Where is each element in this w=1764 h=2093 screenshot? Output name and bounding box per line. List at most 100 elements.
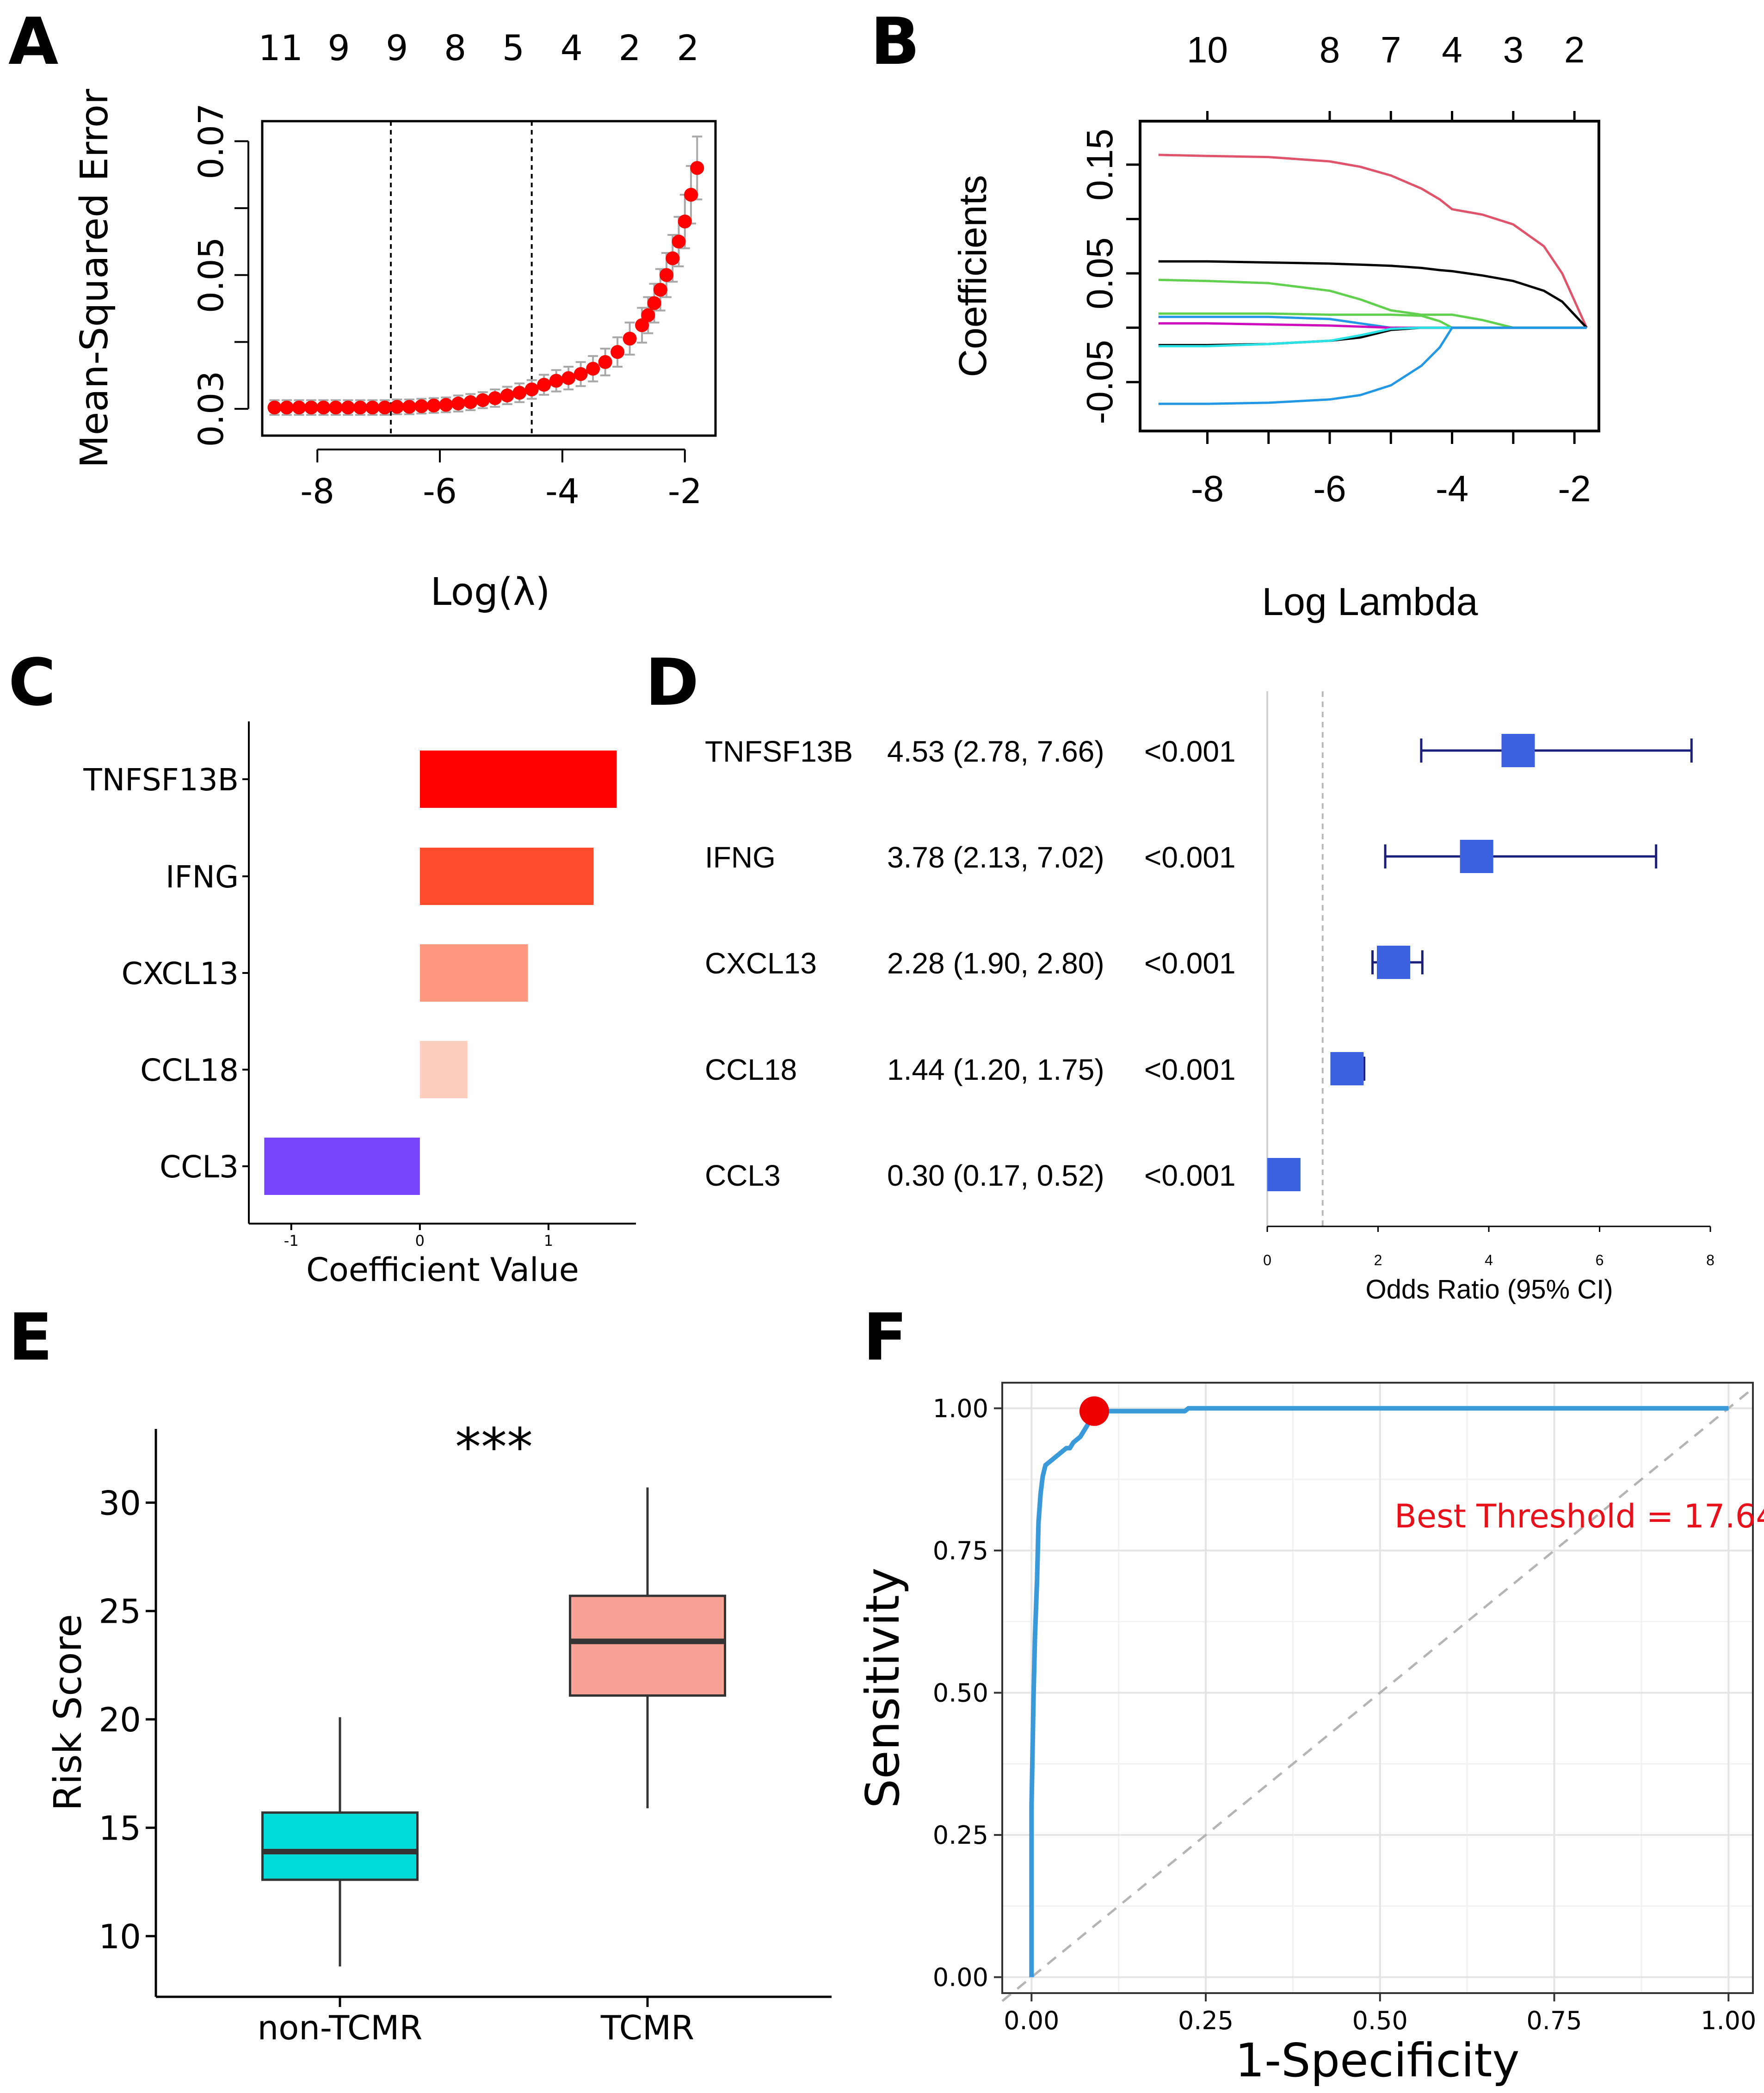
panel-c-category-label: CCL18 xyxy=(140,1053,239,1088)
panel-a-point xyxy=(537,378,551,392)
panel-d-or-text: 2.28 (1.90, 2.80) xyxy=(887,947,1104,980)
panel-a-point xyxy=(451,396,465,411)
panel-a-point xyxy=(524,382,539,397)
panel-f-ytick-label: 0.75 xyxy=(933,1536,988,1565)
panel-a-xtick-label: -8 xyxy=(300,472,334,511)
panel-a-ytick-label: 0.07 xyxy=(191,103,231,179)
panel-a-ytick-label: 0.05 xyxy=(191,237,231,313)
panel-b-top-count: 4 xyxy=(1442,29,1462,70)
panel-f-ytick-label: 0.00 xyxy=(933,1963,988,1992)
panel-b-plot-frame xyxy=(1139,120,1600,432)
panel-a-point xyxy=(653,283,667,297)
panel-c-xtick-label: 1 xyxy=(544,1232,553,1250)
panel-a-top-count: 9 xyxy=(386,27,408,68)
panel-d-or-marker xyxy=(1330,1052,1364,1085)
panel-a-point xyxy=(390,400,404,414)
panel-c-bar-ifng xyxy=(419,848,594,905)
panel-a-point xyxy=(549,374,563,388)
panel-e-ytick-label: 10 xyxy=(99,1917,141,1956)
panel-a-point xyxy=(623,332,637,346)
panel-a-top-count: 5 xyxy=(502,27,524,68)
panel-letter-d: D xyxy=(645,645,699,720)
panel-c-xtick-label: -1 xyxy=(284,1232,299,1250)
panel-a-point xyxy=(647,296,661,310)
panel-c-category-label: TNFSF13B xyxy=(83,762,239,798)
panel-a-point xyxy=(377,400,392,415)
panel-d-p-value: <0.001 xyxy=(1144,735,1236,768)
panel-a-ytick-label: 0.03 xyxy=(191,371,231,447)
panel-a-ylabel: Mean-Squared Error xyxy=(73,89,117,468)
panel-f-plot-frame xyxy=(1001,1382,1754,1994)
panel-a-top-count: 11 xyxy=(258,27,303,68)
panel-b-top-count: 2 xyxy=(1564,29,1585,70)
panel-a-xlabel: Log(λ) xyxy=(431,570,550,614)
panel-a-point xyxy=(316,400,331,415)
panel-d-gene-label: TNFSF13B xyxy=(705,735,853,768)
panel-e-ytick-label: 15 xyxy=(99,1809,141,1847)
panel-a-top-count: 2 xyxy=(618,27,641,68)
panel-c-xlabel: Coefficient Value xyxy=(306,1251,579,1289)
panel-a-plot-frame xyxy=(261,120,717,437)
panel-e-ylabel: Risk Score xyxy=(46,1614,90,1811)
panel-c-bar-ccl3 xyxy=(264,1138,420,1195)
panel-b-top-count: 10 xyxy=(1187,29,1228,70)
panel-b-top-count: 8 xyxy=(1320,29,1340,70)
panel-c-category-label: CCL3 xyxy=(160,1149,239,1185)
panel-e-ytick-label: 20 xyxy=(99,1700,141,1739)
panel-f-roc-curve xyxy=(1029,1406,1729,1977)
panel-e-box-tcmr xyxy=(569,1594,726,1697)
panel-e-box-non-tcmr xyxy=(261,1811,419,1881)
panel-d-or-text: 0.30 (0.17, 0.52) xyxy=(887,1159,1104,1192)
panel-letter-c: C xyxy=(8,645,56,720)
panel-d-gene-label: CCL18 xyxy=(705,1053,797,1086)
panel-a-point xyxy=(414,399,429,413)
panel-a-point xyxy=(463,395,478,409)
panel-f-background xyxy=(1002,1383,1753,1993)
panel-f-xlabel: 1-Specificity xyxy=(1235,2033,1519,2087)
panel-f-xtick-label: 0.25 xyxy=(1178,2006,1234,2035)
panel-b-series-black xyxy=(1158,260,1588,329)
panel-d-p-value: <0.001 xyxy=(1144,1159,1236,1192)
panel-f-threshold-label: Best Threshold = 17.64 xyxy=(1394,1497,1764,1535)
panel-a-point xyxy=(439,398,453,412)
panel-d-gene-label: CCL3 xyxy=(705,1159,781,1192)
panel-a-point xyxy=(328,400,343,415)
panel-e-category-label: non-TCMR xyxy=(258,2008,423,2047)
panel-c-category-label: CXCL13 xyxy=(122,956,239,991)
panel-a-point xyxy=(586,362,600,376)
panel-a-point xyxy=(666,251,680,265)
panel-b-xtick-label: -8 xyxy=(1191,468,1224,509)
panel-a-point xyxy=(267,400,282,415)
panel-f-xtick-label: 0.75 xyxy=(1526,2006,1582,2035)
panel-c-xtick-label: 0 xyxy=(415,1232,425,1250)
panel-c: TNFSF13B IFNG CXCL13 CCL18 CCL3 -1 0 1 Coeffici… xyxy=(83,721,636,1289)
panel-letter-a: A xyxy=(8,4,58,80)
panel-a-point xyxy=(426,398,441,412)
panel-d-gene-label: CXCL13 xyxy=(705,947,817,980)
panel-a-point xyxy=(678,215,692,229)
panel-e-ytick-label: 25 xyxy=(99,1592,141,1631)
panel-d-or-marker xyxy=(1501,734,1535,767)
panel-a-point xyxy=(598,355,612,369)
panel-b-xtick-label: -6 xyxy=(1313,468,1346,509)
panel-a-point xyxy=(292,400,306,415)
panel-f-xtick-label: 0.00 xyxy=(1004,2006,1059,2035)
panel-d-xlabel: Odds Ratio (95% CI) xyxy=(1365,1274,1613,1305)
panel-a-top-count: 4 xyxy=(561,27,583,68)
panel-d-p-value: <0.001 xyxy=(1144,1053,1236,1086)
panel-a: 11 9 9 8 5 4 2 2 -8 -6 -4 -20.030.050.07 Log(λ) Me… xyxy=(73,27,717,614)
panel-a-point xyxy=(304,400,318,415)
panel-f-xtick-label: 0.50 xyxy=(1352,2006,1408,2035)
panel-letter-e: E xyxy=(8,1300,53,1375)
panel-b-series-blue-lower xyxy=(1158,326,1587,405)
panel-d-or-marker xyxy=(1267,1158,1301,1191)
panel-d-xtick-label: 8 xyxy=(1706,1252,1715,1268)
panel-f-ylabel: Sensitivity xyxy=(856,1568,910,1809)
panel-c-bar-cxcl13 xyxy=(419,944,528,1002)
panel-a-point xyxy=(500,388,514,403)
panel-d-p-value: <0.001 xyxy=(1144,841,1236,874)
panel-f-ytick-label: 0.25 xyxy=(933,1821,988,1850)
panel-f-ytick-label: 0.50 xyxy=(933,1678,988,1707)
panel-d-xtick-label: 6 xyxy=(1596,1252,1604,1268)
